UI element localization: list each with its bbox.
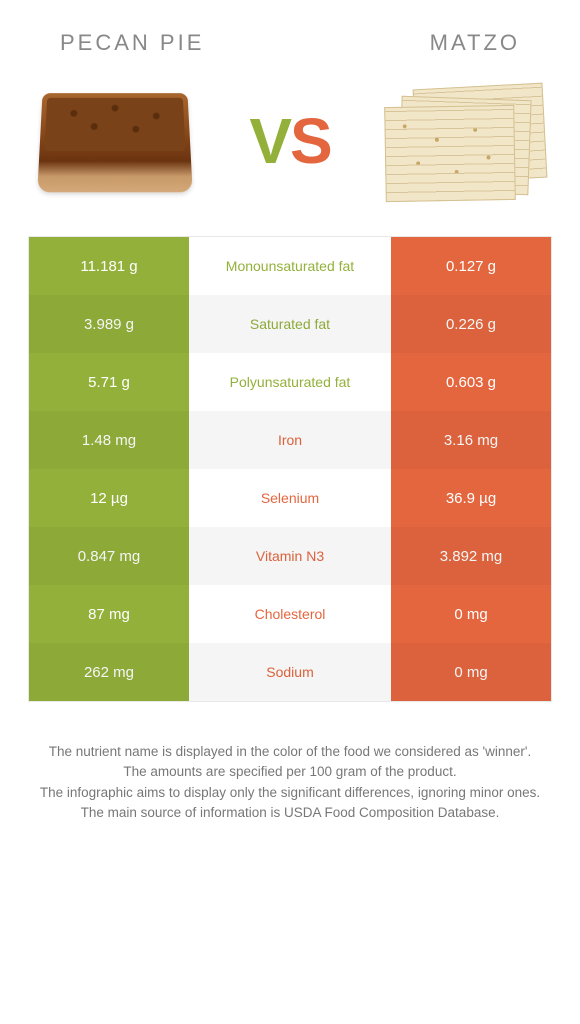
value-left: 3.989 g [29,295,189,353]
vs-row: VS [0,66,580,236]
value-right: 0 mg [391,585,551,643]
nutrient-label: Monounsaturated fat [189,237,391,295]
table-row: 11.181 gMonounsaturated fat0.127 g [29,237,551,295]
value-left: 5.71 g [29,353,189,411]
vs-label: VS [249,104,330,178]
value-left: 0.847 mg [29,527,189,585]
value-right: 36.9 µg [391,469,551,527]
footnote-line: The nutrient name is displayed in the co… [28,742,552,762]
vs-letter-v: V [249,105,290,177]
table-row: 0.847 mgVitamin N33.892 mg [29,527,551,585]
table-row: 5.71 gPolyunsaturated fat0.603 g [29,353,551,411]
value-right: 3.16 mg [391,411,551,469]
value-right: 0.226 g [391,295,551,353]
table-row: 262 mgSodium0 mg [29,643,551,701]
food-title-left: Pecan pie [60,30,204,56]
value-right: 0.603 g [391,353,551,411]
table-row: 3.989 gSaturated fat0.226 g [29,295,551,353]
footnote-line: The infographic aims to display only the… [28,783,552,803]
value-left: 87 mg [29,585,189,643]
value-left: 11.181 g [29,237,189,295]
nutrient-label: Cholesterol [189,585,391,643]
nutrient-label: Iron [189,411,391,469]
matzo-illustration [385,86,545,196]
food-image-right [380,76,550,206]
nutrient-label: Saturated fat [189,295,391,353]
footnote-line: The amounts are specified per 100 gram o… [28,762,552,782]
table-row: 12 µgSelenium36.9 µg [29,469,551,527]
vs-letter-s: S [290,105,331,177]
nutrient-label: Vitamin N3 [189,527,391,585]
value-left: 1.48 mg [29,411,189,469]
value-left: 12 µg [29,469,189,527]
nutrient-label: Sodium [189,643,391,701]
nutrient-label: Polyunsaturated fat [189,353,391,411]
table-row: 87 mgCholesterol0 mg [29,585,551,643]
nutrient-table: 11.181 gMonounsaturated fat0.127 g3.989 … [28,236,552,702]
nutrient-label: Selenium [189,469,391,527]
value-right: 0 mg [391,643,551,701]
value-right: 3.892 mg [391,527,551,585]
value-right: 0.127 g [391,237,551,295]
table-row: 1.48 mgIron3.16 mg [29,411,551,469]
pecan-pie-illustration [37,93,192,192]
food-image-left [30,76,200,206]
value-left: 262 mg [29,643,189,701]
footnotes: The nutrient name is displayed in the co… [0,702,580,823]
footnote-line: The main source of information is USDA F… [28,803,552,823]
food-title-right: Matzo [430,30,520,56]
